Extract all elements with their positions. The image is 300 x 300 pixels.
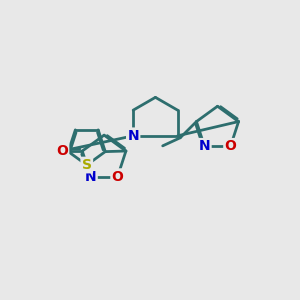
Text: S: S: [82, 158, 92, 172]
Text: N: N: [85, 170, 96, 184]
Text: O: O: [112, 170, 124, 184]
Text: N: N: [199, 139, 210, 153]
Text: O: O: [56, 144, 68, 158]
Text: O: O: [225, 139, 236, 153]
Text: N: N: [128, 129, 139, 143]
